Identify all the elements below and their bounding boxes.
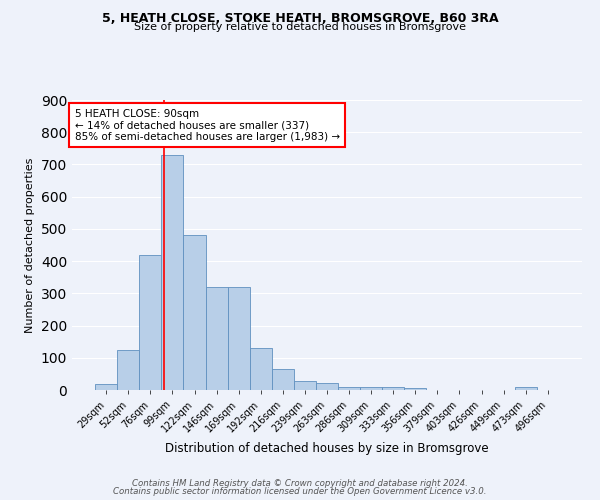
Text: Size of property relative to detached houses in Bromsgrove: Size of property relative to detached ho… — [134, 22, 466, 32]
Bar — [139, 254, 161, 390]
Text: 5, HEATH CLOSE, STOKE HEATH, BROMSGROVE, B60 3RA: 5, HEATH CLOSE, STOKE HEATH, BROMSGROVE,… — [101, 12, 499, 26]
Text: Contains public sector information licensed under the Open Government Licence v3: Contains public sector information licen… — [113, 487, 487, 496]
Bar — [161, 155, 184, 390]
Y-axis label: Number of detached properties: Number of detached properties — [25, 158, 35, 332]
Bar — [515, 388, 537, 390]
Bar — [294, 382, 316, 390]
Bar — [382, 388, 404, 390]
Text: Contains HM Land Registry data © Crown copyright and database right 2024.: Contains HM Land Registry data © Crown c… — [132, 478, 468, 488]
Bar — [227, 287, 250, 390]
Text: 5 HEATH CLOSE: 90sqm
← 14% of detached houses are smaller (337)
85% of semi-deta: 5 HEATH CLOSE: 90sqm ← 14% of detached h… — [74, 108, 340, 142]
Bar — [117, 350, 139, 390]
X-axis label: Distribution of detached houses by size in Bromsgrove: Distribution of detached houses by size … — [165, 442, 489, 456]
Bar — [338, 387, 360, 390]
Bar — [250, 348, 272, 390]
Bar — [404, 388, 427, 390]
Bar — [360, 388, 382, 390]
Bar — [184, 236, 206, 390]
Bar — [316, 383, 338, 390]
Bar — [95, 384, 117, 390]
Bar — [272, 369, 294, 390]
Bar — [206, 287, 227, 390]
